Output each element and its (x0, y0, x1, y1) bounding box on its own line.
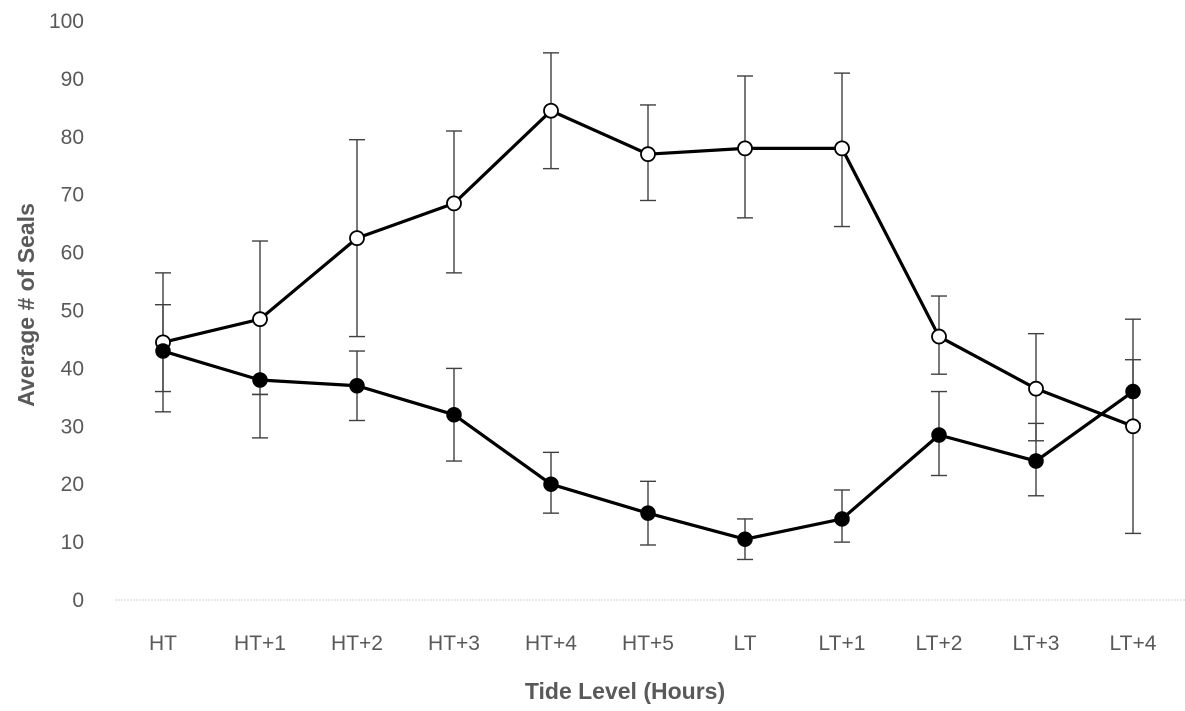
data-point (446, 195, 462, 212)
y-tick-label: 20 (61, 473, 84, 496)
x-tick-label: HT+4 (525, 632, 577, 655)
series-markers (155, 102, 1141, 547)
data-point (446, 406, 462, 423)
data-point (640, 146, 656, 163)
x-tick-label: LT+2 (916, 632, 963, 655)
data-point (931, 328, 947, 345)
data-point (640, 505, 656, 521)
data-point (1028, 380, 1044, 397)
x-tick-label: HT+5 (622, 632, 674, 655)
data-point (252, 372, 268, 388)
y-tick-label: 50 (61, 300, 84, 323)
x-tick-label: LT+3 (1013, 632, 1060, 655)
data-point (252, 311, 268, 328)
data-point (543, 476, 559, 492)
y-axis-ticks: 0 10 20 30 40 50 60 70 80 90 100 (49, 10, 84, 612)
y-tick-label: 100 (49, 10, 84, 33)
x-tick-label: LT+1 (819, 632, 866, 655)
data-point (737, 531, 753, 547)
x-tick-label: HT+2 (331, 632, 383, 655)
data-point (349, 378, 365, 394)
data-point (1125, 418, 1141, 435)
data-point (543, 102, 559, 119)
y-tick-label: 90 (61, 68, 84, 91)
y-tick-label: 30 (61, 415, 84, 438)
data-point (931, 427, 947, 443)
data-point (1028, 453, 1044, 469)
data-point (737, 140, 753, 157)
y-axis-title: Average # of Seals (13, 203, 39, 407)
y-tick-label: 70 (61, 184, 84, 207)
data-point (1125, 383, 1141, 400)
data-point (349, 230, 365, 247)
y-tick-label: 40 (61, 357, 84, 380)
y-tick-label: 80 (61, 126, 84, 149)
data-point (834, 140, 850, 157)
error-bars (155, 52, 1141, 561)
x-tick-label: HT (149, 632, 177, 655)
y-tick-label: 0 (72, 589, 84, 612)
x-tick-label: HT+3 (428, 632, 480, 655)
y-tick-label: 10 (61, 531, 84, 554)
x-tick-label: LT+4 (1110, 632, 1157, 655)
data-point (834, 511, 850, 527)
x-axis-title: Tide Level (Hours) (525, 678, 725, 704)
y-tick-label: 60 (61, 242, 84, 265)
x-tick-label: LT (734, 632, 757, 655)
x-tick-label: HT+1 (234, 632, 286, 655)
x-axis-ticks: HT HT+1 HT+2 HT+3 HT+4 HT+5 LT LT+1 LT+2 LT+3 LT+4 (149, 632, 1157, 655)
data-point (155, 343, 171, 359)
